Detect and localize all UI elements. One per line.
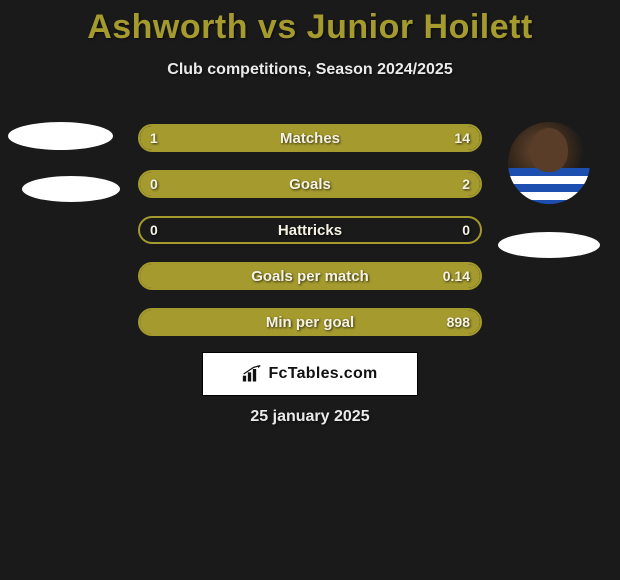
player-right-avatar — [508, 122, 590, 204]
stat-bar: Matches1 14 — [138, 124, 482, 152]
stat-label: Matches — [140, 126, 480, 150]
stat-value-left: 0 — [140, 218, 168, 242]
player-left-shape-1 — [8, 122, 113, 150]
logo-text: FcTables.com — [268, 365, 377, 383]
stat-bar: Min per goal898 — [138, 308, 482, 336]
stat-bar: Hattricks0 0 — [138, 216, 482, 244]
fctables-logo[interactable]: FcTables.com — [202, 352, 418, 396]
stat-label: Goals per match — [140, 264, 480, 288]
stat-value-right: 14 — [444, 126, 480, 150]
stat-bar: Goals0 2 — [138, 170, 482, 198]
stat-bar: Goals per match0.14 — [138, 262, 482, 290]
stat-value-left: 0 — [140, 172, 168, 196]
stat-label: Min per goal — [140, 310, 480, 334]
player-right-shape-1 — [498, 232, 600, 258]
stat-value-left: 1 — [140, 126, 168, 150]
stats-bars: Matches114Goals02Hattricks00Goals per ma… — [138, 124, 482, 354]
stat-value-right: 898 — [437, 310, 480, 334]
stat-value-right: 0.14 — [433, 264, 480, 288]
stat-label: Hattricks — [140, 218, 480, 242]
player-left-shape-2 — [22, 176, 120, 202]
stat-value-right: 0 — [452, 218, 480, 242]
comparison-subtitle: Club competitions, Season 2024/2025 — [0, 61, 620, 79]
comparison-title: Ashworth vs Junior Hoilett — [0, 0, 620, 47]
snapshot-date: 25 january 2025 — [0, 408, 620, 426]
stat-value-right: 2 — [452, 172, 480, 196]
bar-chart-icon — [242, 365, 262, 383]
stat-value-left — [140, 310, 160, 334]
stat-value-left — [140, 264, 160, 288]
stat-label: Goals — [140, 172, 480, 196]
